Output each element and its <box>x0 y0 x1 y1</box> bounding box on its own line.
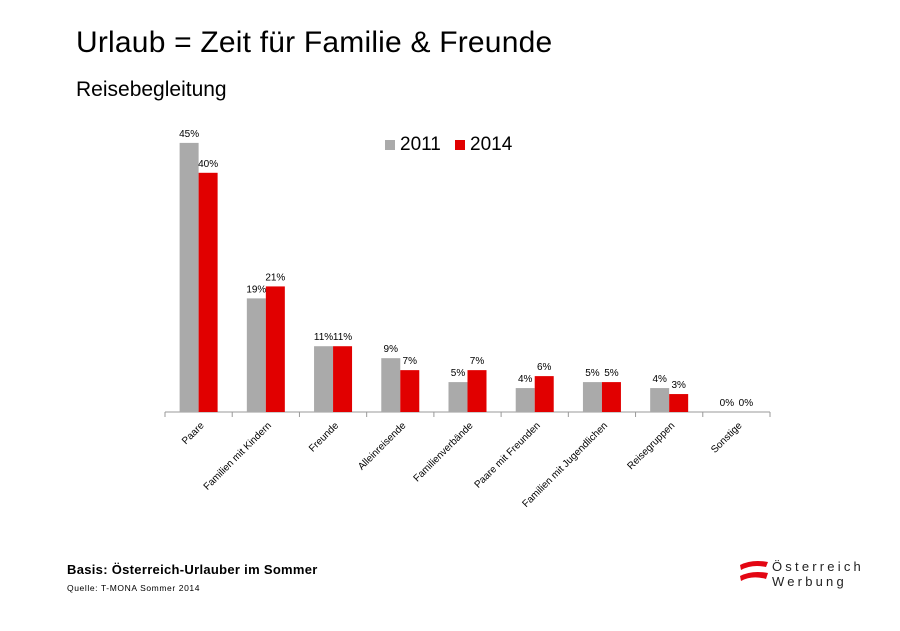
bar-2011 <box>314 346 334 412</box>
category-label: Sonstige <box>709 420 745 456</box>
data-label-2011: 5% <box>451 368 466 379</box>
bar-2011 <box>650 388 670 412</box>
logo-text: Österreich Werbung <box>772 559 864 589</box>
legend-label-2014: 2014 <box>470 134 513 155</box>
logo-line-1: Österreich <box>772 559 864 574</box>
data-label-2011: 0% <box>720 398 735 409</box>
bar-2011 <box>179 142 199 412</box>
bar-2014 <box>400 370 420 412</box>
category-label: Paare <box>180 420 207 447</box>
bar-2014 <box>265 286 285 412</box>
category-label: Familien mit Kindern <box>202 420 274 492</box>
bar-2011 <box>246 298 266 412</box>
bar-2014 <box>467 370 487 412</box>
data-label-2014: 40% <box>198 159 218 170</box>
data-label-2014: 11% <box>333 332 352 343</box>
data-label-2014: 7% <box>470 356 485 367</box>
logo-stripe-top <box>740 561 768 570</box>
data-label-2011: 5% <box>585 368 600 379</box>
logo-line-2: Werbung <box>772 574 847 589</box>
legend-label-2011: 2011 <box>400 134 441 155</box>
data-label-2011: 9% <box>384 344 399 355</box>
bar-2014 <box>601 382 621 412</box>
category-label: Alleinreisende <box>356 420 409 473</box>
bar-2011 <box>515 388 535 412</box>
bar-2014 <box>534 376 554 412</box>
oesterreich-werbung-logo <box>740 561 768 581</box>
source-note: Quelle: T-MONA Sommer 2014 <box>67 583 201 593</box>
bar-chart: 45% 40% Paare 19%21% Familien mit Kindern 11%… <box>164 129 771 510</box>
category-label: Familienverbände <box>412 420 476 484</box>
legend-swatch-2011 <box>385 140 395 150</box>
page-title: Urlaub = Zeit für Familie & Freunde <box>76 26 553 59</box>
data-label-2014: 3% <box>671 380 686 391</box>
category-label: Freunde <box>307 420 341 454</box>
data-label-2011: 4% <box>652 374 667 385</box>
legend-swatch-2014 <box>455 140 465 150</box>
data-label-2014: 0% <box>739 398 754 409</box>
logo-stripe-bottom <box>740 572 768 581</box>
data-label-2011: 11% <box>314 332 333 343</box>
data-label-2011: 4% <box>518 374 533 385</box>
data-label-2014: 21% <box>265 272 285 283</box>
data-label-2011: 19% <box>246 284 266 295</box>
data-label-2014: 6% <box>537 362 552 373</box>
bar-2011 <box>448 382 468 412</box>
bar-2014 <box>669 394 689 412</box>
bar-2011 <box>381 358 401 412</box>
bar-2014 <box>333 346 353 412</box>
bar-2014 <box>198 172 218 412</box>
basis-note: Basis: Österreich-Urlauber im Sommer <box>67 562 318 577</box>
bar-2011 <box>582 382 602 412</box>
data-label-2014: 5% <box>604 368 619 379</box>
data-label-2014: 7% <box>403 356 418 367</box>
category-label: Reisegruppen <box>625 420 677 472</box>
category-label: Paare mit Freunden <box>473 420 543 490</box>
data-label-2011: 45% <box>179 129 199 140</box>
page-subtitle: Reisebegleitung <box>76 78 227 101</box>
